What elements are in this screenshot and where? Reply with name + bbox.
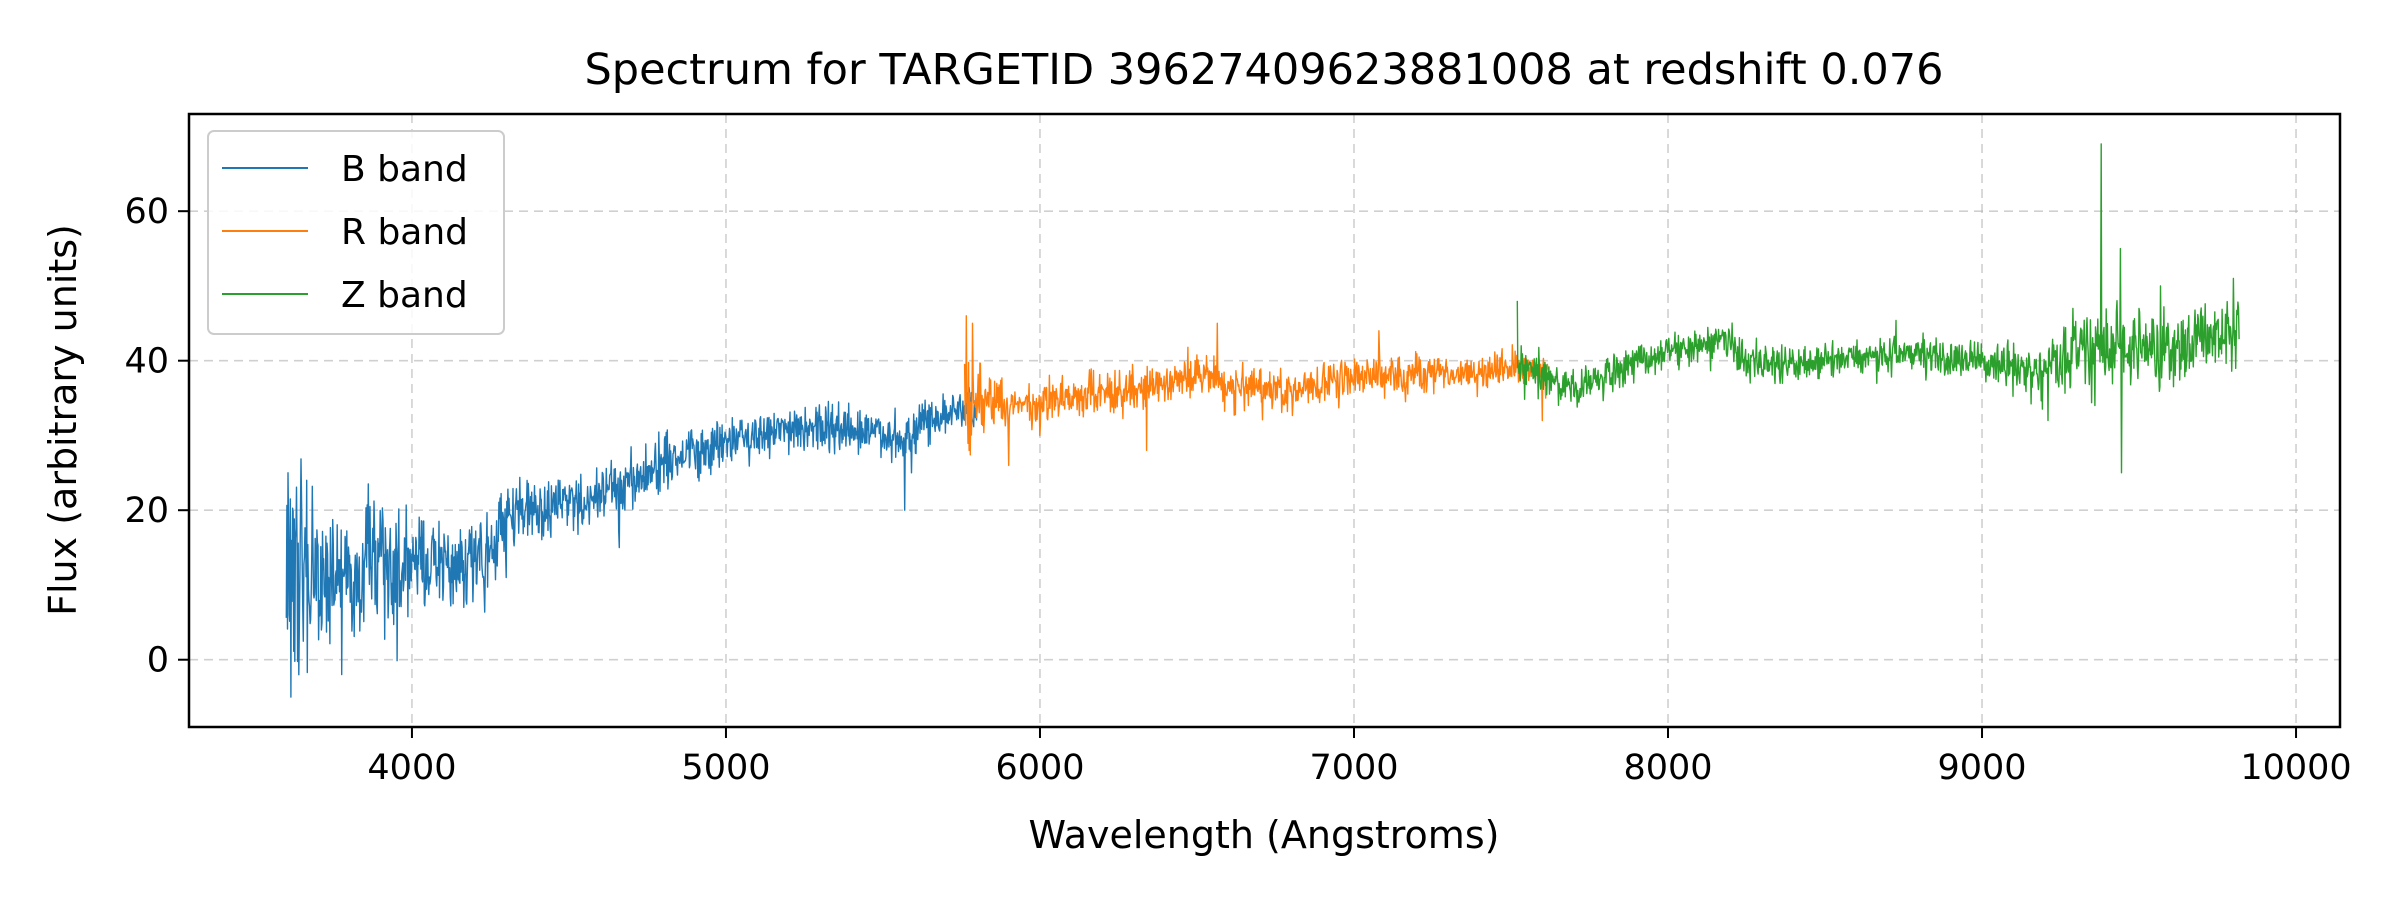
x-tick-label: 8000 <box>1623 748 1712 788</box>
y-tick-label: 0 <box>147 641 169 681</box>
x-axis-label: Wavelength (Angstroms) <box>1029 813 1500 857</box>
legend-label-z-band: Z band <box>341 275 468 316</box>
y-axis-label: Flux (arbitrary units) <box>41 224 85 616</box>
x-tick-label: 4000 <box>367 748 456 788</box>
series-line-b-band <box>285 386 978 698</box>
series-line-r-band <box>963 315 1549 467</box>
axes-frame <box>187 112 2342 729</box>
grid <box>189 114 2340 727</box>
legend-box <box>207 130 505 335</box>
axis-ticks: 4000 5000 6000 7000 8000 9000 10000 0 20 40 60 <box>124 192 2351 788</box>
x-tick-label: 10000 <box>2240 748 2351 788</box>
x-tick-label: 5000 <box>681 748 770 788</box>
legend: B band R band Z band <box>207 130 505 335</box>
legend-label-b-band: B band <box>341 149 468 190</box>
plot-area <box>285 143 2240 698</box>
x-tick-label: 9000 <box>1937 748 2026 788</box>
y-tick-label: 40 <box>124 342 169 382</box>
legend-label-r-band: R band <box>341 212 468 253</box>
series-line-z-band <box>1516 143 2240 474</box>
y-tick-label: 20 <box>124 491 169 531</box>
chart-title: Spectrum for TARGETID 39627409623881008 … <box>585 45 1944 95</box>
y-tick-label: 60 <box>124 192 169 232</box>
x-tick-label: 6000 <box>995 748 1084 788</box>
x-tick-label: 7000 <box>1309 748 1398 788</box>
